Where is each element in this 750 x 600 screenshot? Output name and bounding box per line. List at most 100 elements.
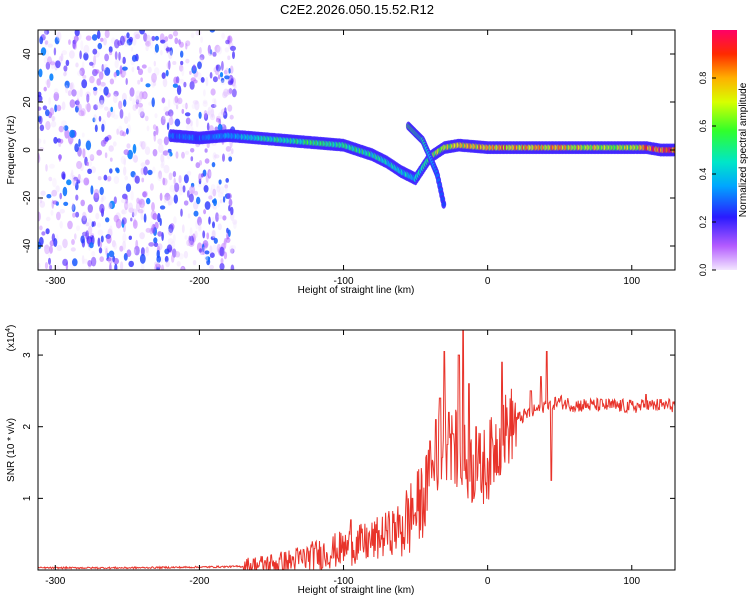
heatmap-noise-cell	[100, 37, 104, 42]
heatmap-noise-cell	[185, 117, 191, 125]
heatmap-noise-cell	[125, 196, 128, 205]
heatmap-noise-cell	[223, 110, 228, 119]
heatmap-noise-cell	[151, 72, 157, 83]
heatmap-noise-cell	[151, 202, 155, 212]
heatmap-noise-cell	[217, 223, 222, 231]
heatmap-noise-cell	[190, 156, 194, 162]
heatmap-noise-cell	[46, 194, 52, 199]
heatmap-noise-cell	[115, 212, 121, 222]
heatmap-noise-cell	[56, 244, 62, 252]
heatmap-noise-cell	[192, 260, 197, 266]
heatmap-noise-cell	[80, 199, 85, 207]
heatmap-noise-cell	[57, 31, 62, 42]
heatmap-noise-cell	[82, 211, 87, 222]
heatmap-noise-cell	[151, 223, 156, 234]
heatmap-noise-cell	[93, 104, 98, 111]
heatmap-noise-cell	[211, 230, 216, 238]
heatmap-noise-cell	[169, 151, 173, 157]
heatmap-noise-cell	[61, 50, 68, 56]
heatmap-noise-cell	[121, 92, 127, 102]
x-tick-label: 100	[623, 276, 640, 287]
heatmap-noise-cell	[94, 69, 100, 74]
heatmap-noise-cell	[91, 34, 98, 41]
heatmap-noise-cell	[38, 147, 45, 152]
snr-plot-area	[38, 330, 675, 570]
heatmap-noise-cell	[193, 210, 199, 217]
heatmap-noise-cell	[53, 47, 57, 56]
heatmap-noise-cell	[198, 111, 202, 119]
heatmap-noise-cell	[218, 118, 222, 126]
heatmap-noise-cell	[61, 101, 66, 111]
heatmap-noise-cell	[229, 114, 234, 120]
heatmap-noise-cell	[166, 61, 171, 69]
heatmap-noise-cell	[106, 234, 112, 244]
heatmap-noise-cell	[104, 106, 109, 111]
heatmap-noise-cell	[99, 85, 102, 92]
heatmap-noise-cell	[69, 172, 74, 181]
heatmap-noise-cell	[149, 183, 154, 191]
heatmap-noise-cell	[227, 55, 231, 61]
heatmap-noise-cell	[109, 157, 113, 162]
heatmap-noise-cell	[108, 250, 115, 258]
x-tick-label: 100	[623, 576, 640, 587]
heatmap-noise-cell	[69, 129, 75, 138]
heatmap-noise-cell	[143, 213, 147, 223]
heatmap-noise-cell	[178, 78, 185, 84]
heatmap-noise-cell	[212, 204, 218, 210]
heatmap-noise-cell	[120, 155, 127, 165]
heatmap-noise-cell	[180, 265, 186, 270]
heatmap-noise-cell	[125, 78, 128, 85]
heatmap-noise-cell	[184, 112, 191, 117]
heatmap-noise-cell	[220, 77, 225, 83]
heatmap-noise-cell	[123, 158, 126, 166]
heatmap-noise-cell	[100, 235, 104, 243]
heatmap-noise-cell	[208, 195, 213, 200]
heatmap-noise-cell	[89, 154, 95, 162]
heatmap-noise-cell	[165, 69, 169, 77]
heatmap-noise-cell	[189, 185, 196, 195]
heatmap-noise-cell	[62, 124, 66, 133]
snr-multiplier-suffix: )	[6, 325, 17, 328]
heatmap-noise-cell	[135, 90, 141, 100]
heatmap-noise-cell	[190, 32, 195, 38]
heatmap-noise-cell	[121, 209, 125, 215]
heatmap-noise-cell	[89, 75, 95, 84]
heatmap-noise-cell	[106, 257, 112, 262]
heatmap-noise-cell	[119, 130, 125, 137]
heatmap-noise-cell	[157, 171, 161, 177]
heatmap-noise-cell	[180, 182, 183, 193]
heatmap-noise-cell	[64, 80, 70, 89]
heatmap-noise-cell	[54, 36, 60, 45]
heatmap-noise-cell	[196, 72, 202, 80]
heatmap-noise-cell	[135, 33, 141, 40]
heatmap-noise-cell	[72, 179, 77, 187]
heatmap-noise-cell	[39, 36, 44, 45]
heatmap-noise-cell	[174, 251, 181, 258]
heatmap-noise-cell	[104, 246, 109, 251]
heatmap-noise-cell	[81, 79, 88, 89]
heatmap-noise-cell	[208, 171, 212, 177]
heatmap-noise-cell	[228, 88, 233, 94]
heatmap-noise-cell	[168, 117, 174, 126]
heatmap-noise-cell	[230, 248, 235, 254]
heatmap-noise-cell	[172, 171, 177, 178]
heatmap-noise-cell	[210, 187, 213, 198]
heatmap-noise-cell	[147, 66, 152, 74]
heatmap-noise-cell	[73, 35, 79, 42]
heatmap-noise-cell	[50, 61, 56, 66]
heatmap-noise-cell	[109, 263, 112, 270]
heatmap-noise-cell	[172, 234, 176, 243]
heatmap-noise-cell	[85, 222, 90, 227]
heatmap-noise-cell	[129, 95, 133, 101]
heatmap-noise-cell	[65, 84, 68, 94]
heatmap-noise-cell	[109, 78, 115, 85]
heatmap-noise-cell	[100, 99, 105, 108]
heatmap-noise-cell	[225, 39, 230, 45]
heatmap-noise-cell	[219, 199, 223, 204]
heatmap-noise-cell	[144, 248, 150, 257]
spectrogram-x-ticks: -300 -200 -100 0 100	[45, 30, 641, 287]
heatmap-noise-cell	[217, 123, 223, 132]
heatmap-noise-cell	[132, 143, 137, 154]
heatmap-noise-cell	[198, 225, 202, 232]
